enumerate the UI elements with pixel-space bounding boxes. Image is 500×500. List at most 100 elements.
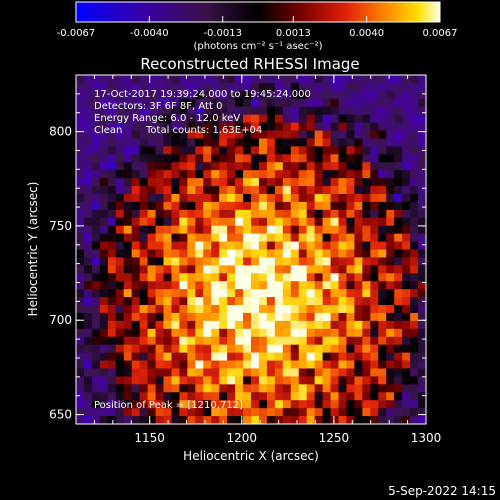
heatmap-cell — [410, 162, 419, 171]
heatmap-cell — [123, 106, 133, 116]
heatmap-cell — [314, 154, 324, 163]
heatmap-cell — [243, 320, 252, 330]
heatmap-cell — [155, 360, 165, 370]
heatmap-cell — [338, 305, 348, 314]
heatmap-cell — [179, 336, 188, 346]
heatmap-cell — [243, 408, 252, 417]
heatmap-cell — [243, 98, 252, 108]
heatmap-cell — [306, 305, 316, 314]
heatmap-cell — [362, 138, 371, 147]
heatmap-cell — [258, 368, 268, 378]
heatmap-cell — [330, 178, 340, 187]
heatmap-cell — [258, 114, 268, 124]
x-tick-label: 1150 — [134, 431, 165, 445]
heatmap-cell — [195, 241, 204, 251]
heatmap-cell — [107, 257, 117, 266]
heatmap-cell — [314, 344, 324, 354]
plot-frame — [75, 74, 427, 425]
heatmap-cell — [330, 90, 340, 100]
heatmap-cell — [91, 186, 101, 195]
heatmap-cell — [306, 146, 316, 155]
heatmap-cell — [227, 344, 236, 354]
heatmap-cell — [155, 106, 165, 116]
heatmap-cell — [402, 400, 411, 409]
heatmap-cell — [354, 75, 363, 84]
heatmap-cell — [203, 122, 212, 132]
heatmap-cell — [235, 344, 244, 354]
heatmap-cell — [195, 408, 204, 417]
heatmap-cell — [227, 90, 236, 100]
heatmap-cell — [410, 90, 419, 100]
heatmap-cell — [362, 416, 371, 424]
heatmap-cell — [139, 98, 149, 108]
heatmap-cell — [362, 376, 371, 385]
heatmap-cell — [139, 241, 149, 251]
heatmap-cell — [346, 106, 355, 116]
heatmap-cell — [410, 201, 419, 211]
heatmap-cell — [147, 225, 157, 235]
heatmap-cell — [235, 360, 244, 370]
heatmap-cell — [362, 384, 371, 393]
heatmap-cell — [402, 273, 411, 282]
heatmap-cell — [322, 273, 332, 282]
heatmap-cell — [155, 344, 165, 354]
heatmap-cell — [107, 106, 117, 116]
heatmap-cell — [362, 170, 371, 179]
heatmap-cell — [251, 273, 260, 282]
heatmap-cell — [266, 106, 276, 116]
heatmap-cell — [298, 82, 308, 92]
heatmap-cell — [402, 320, 411, 330]
heatmap-cell — [123, 241, 133, 251]
heatmap-cell — [386, 233, 395, 243]
heatmap-cell — [266, 257, 276, 266]
heatmap-cell — [155, 178, 165, 187]
heatmap-cell — [235, 265, 244, 274]
heatmap-cell — [274, 320, 284, 330]
heatmap-cell — [211, 146, 220, 155]
heatmap-cell — [386, 146, 395, 155]
heatmap-cell — [410, 217, 419, 227]
heatmap-cell — [227, 320, 236, 330]
heatmap-cell — [131, 225, 141, 235]
heatmap-cell — [147, 257, 157, 266]
heatmap-cell — [203, 320, 212, 330]
heatmap-cell — [330, 336, 340, 346]
heatmap-cell — [171, 201, 180, 211]
heatmap-cell — [219, 186, 228, 195]
heatmap-cell — [203, 106, 212, 116]
heatmap-cell — [306, 186, 316, 195]
heatmap-cell — [346, 400, 355, 409]
heatmap-cell — [115, 146, 125, 155]
heatmap-cell — [211, 209, 220, 219]
heatmap-cell — [298, 312, 308, 322]
heatmap-cell — [171, 82, 180, 92]
heatmap-cell — [330, 297, 340, 306]
heatmap-cell — [219, 130, 228, 140]
heatmap-cell — [258, 75, 268, 84]
heatmap-cell — [227, 312, 236, 322]
heatmap-cell — [306, 336, 316, 346]
heatmap-cell — [306, 312, 316, 322]
heatmap-cell — [235, 376, 244, 385]
heatmap-cell — [338, 82, 348, 92]
heatmap-cell — [99, 201, 109, 211]
heatmap-cell — [155, 312, 165, 322]
heatmap-cell — [274, 233, 284, 243]
heatmap-cell — [362, 90, 371, 100]
heatmap-cell — [171, 178, 180, 187]
heatmap-cell — [131, 273, 141, 282]
heatmap-cell — [243, 90, 252, 100]
heatmap-cell — [179, 114, 188, 124]
heatmap-cell — [418, 400, 426, 409]
heatmap-cell — [266, 217, 276, 227]
heatmap-cell — [155, 265, 165, 274]
heatmap-cell — [171, 352, 180, 362]
heatmap-cell — [107, 344, 117, 354]
heatmap-cell — [290, 138, 300, 147]
heatmap-cell — [314, 368, 324, 378]
heatmap-cell — [354, 344, 363, 354]
heatmap-cell — [251, 368, 260, 378]
heatmap-cell — [282, 170, 292, 179]
heatmap-cell — [290, 82, 300, 92]
heatmap-cell — [338, 352, 348, 362]
